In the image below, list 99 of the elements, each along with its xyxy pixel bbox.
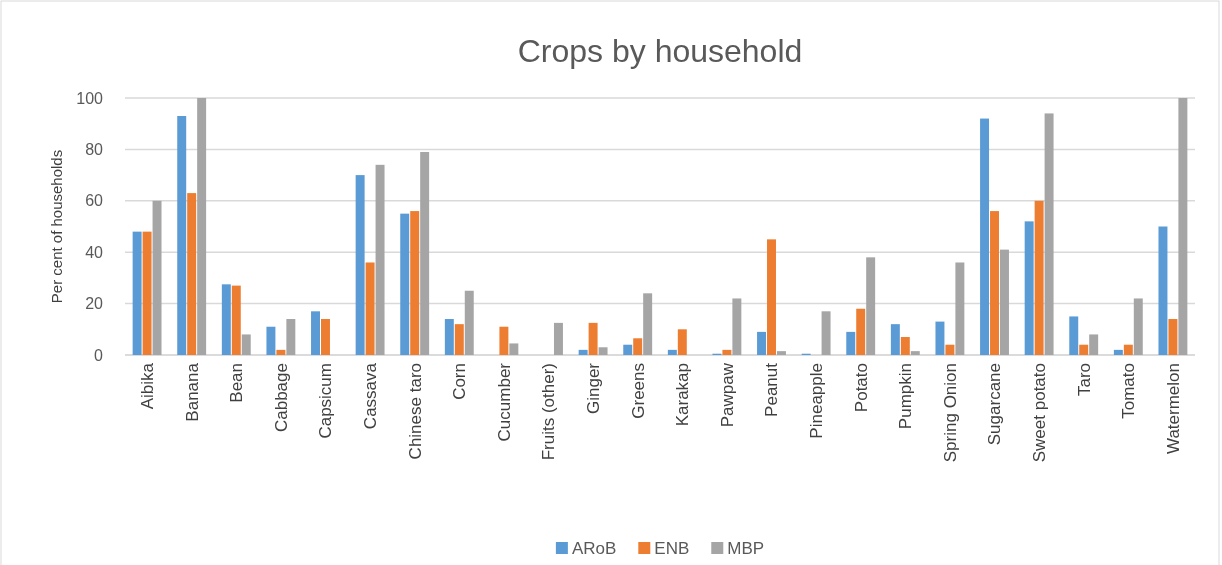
x-tick-label: Cucumber <box>494 362 514 442</box>
bar <box>321 319 330 355</box>
x-tick-label: Spring Onion <box>940 363 960 463</box>
y-tick-label: 80 <box>85 141 104 159</box>
bar <box>311 311 321 355</box>
bar <box>464 290 474 355</box>
bar <box>1133 298 1143 355</box>
bar <box>241 334 251 355</box>
x-tick-label: Bean <box>227 363 247 403</box>
bar <box>375 164 385 355</box>
x-tick-label: Sweet potato <box>1030 363 1050 463</box>
y-tick-label: 0 <box>94 346 104 364</box>
bar <box>152 200 162 355</box>
x-tick-label: Watermelon <box>1163 363 1183 455</box>
chart-title: Crops by household <box>517 33 803 69</box>
bar <box>355 175 365 355</box>
x-tick-label: Corn <box>450 363 470 400</box>
y-tick-label: 100 <box>76 89 104 107</box>
bar <box>231 285 241 355</box>
x-tick-label: Karakap <box>673 363 693 427</box>
bar <box>890 324 900 355</box>
x-tick-label: Pineapple <box>807 363 827 439</box>
y-tick-label: 20 <box>85 295 104 313</box>
bar <box>1024 221 1034 355</box>
bar <box>1000 249 1009 355</box>
bar <box>935 321 945 355</box>
bar <box>623 344 633 355</box>
bar <box>846 331 856 355</box>
bar <box>633 338 643 355</box>
legend-label: MBP <box>727 539 765 558</box>
bar <box>1034 200 1044 355</box>
x-tick-label: Greens <box>628 363 648 419</box>
y-tick-label: 60 <box>85 192 104 210</box>
bar <box>767 239 776 355</box>
bar <box>276 349 286 355</box>
bar <box>1079 344 1089 355</box>
bar <box>990 211 999 355</box>
bar <box>197 98 207 355</box>
x-tick-label: Pumpkin <box>896 363 916 430</box>
bar <box>910 351 920 355</box>
x-tick-label: Pawpaw <box>717 362 737 428</box>
y-axis-title: Per cent of households <box>48 149 65 304</box>
bar <box>142 231 152 355</box>
x-tick-label: Ginger <box>584 362 604 415</box>
bar <box>444 319 454 355</box>
bar <box>1178 98 1188 355</box>
bar <box>1168 319 1178 355</box>
x-tick-label: Banana <box>182 362 202 422</box>
bar <box>509 343 519 355</box>
x-tick-label: Capsicum <box>316 363 336 439</box>
bar <box>553 322 563 355</box>
x-tick-label: Peanut <box>762 362 782 417</box>
bar <box>588 322 598 355</box>
x-tick-label: Cassava <box>361 362 381 430</box>
bar <box>1123 344 1133 355</box>
bar <box>400 213 410 355</box>
bar <box>177 115 187 355</box>
bar <box>1069 316 1079 355</box>
bar <box>900 337 910 355</box>
bar <box>1089 334 1099 355</box>
bar <box>776 351 786 355</box>
legend-label: ARoB <box>571 539 617 558</box>
bar <box>410 211 420 355</box>
bar <box>420 151 430 355</box>
x-tick-label: Fruits (other) <box>539 363 559 461</box>
x-tick-label: Taro <box>1074 363 1094 397</box>
bar <box>945 344 955 355</box>
bar <box>677 329 687 355</box>
bar <box>1158 226 1168 355</box>
bar <box>732 298 742 355</box>
bar <box>1113 349 1123 355</box>
bar <box>132 231 142 355</box>
legend-label: ENB <box>654 539 690 558</box>
bar <box>578 349 588 355</box>
x-tick-label: Aibika <box>138 362 158 410</box>
bar <box>980 118 990 355</box>
x-tick-label: Potato <box>851 363 871 413</box>
x-tick-label: Chinese taro <box>405 363 425 460</box>
bar <box>499 326 509 355</box>
bar <box>866 257 876 355</box>
bar <box>856 308 866 355</box>
bar <box>266 326 276 355</box>
bar <box>454 324 464 355</box>
bar <box>955 262 965 355</box>
bar <box>221 284 231 355</box>
bar <box>286 319 296 355</box>
x-tick-label: Tomato <box>1119 363 1139 419</box>
bar <box>722 349 732 355</box>
bar <box>365 262 375 355</box>
bar <box>598 347 608 355</box>
bar <box>643 293 653 355</box>
x-tick-label: Cabbage <box>271 363 291 433</box>
bar <box>667 349 677 355</box>
bar <box>757 331 767 355</box>
bar <box>1044 113 1054 355</box>
y-tick-label: 40 <box>85 243 104 261</box>
bar <box>187 193 197 355</box>
x-tick-label: Sugarcane <box>985 363 1005 446</box>
bar <box>821 311 831 355</box>
